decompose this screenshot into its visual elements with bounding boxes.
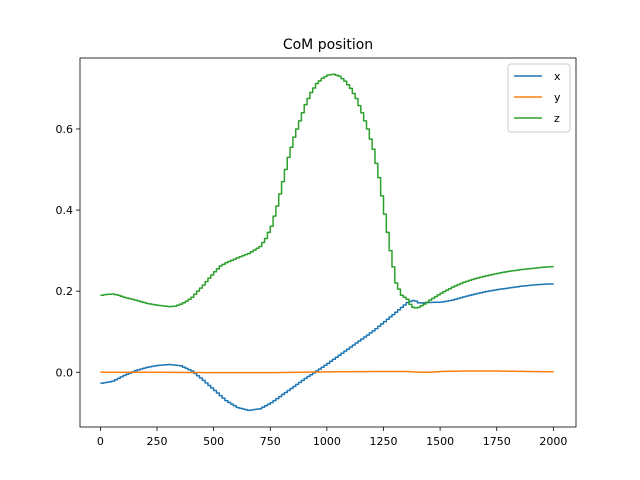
x-tick-label: 250	[147, 435, 168, 448]
chart-title: CoM position	[283, 37, 373, 53]
series-line-y	[100, 370, 555, 374]
y-tick-label: 0.6	[56, 123, 74, 136]
x-tick-label: 1250	[369, 435, 397, 448]
x-tick-label: 2000	[539, 435, 567, 448]
x-tick-label: 750	[260, 435, 281, 448]
x-tick-label: 1500	[426, 435, 454, 448]
legend-label-x: x	[554, 70, 561, 83]
series-line-x	[100, 283, 555, 412]
x-tick-label: 500	[203, 435, 224, 448]
y-tick-label: 0.0	[56, 366, 74, 379]
y-tick-label: 0.2	[56, 285, 74, 298]
plot-area	[100, 73, 555, 412]
axes: 0 250 500 750 1000 1250 1500 1750 2000 0.0 0.2 0.4 0…	[56, 57, 577, 448]
axes-frame	[79, 57, 577, 428]
legend-label-z: z	[554, 112, 560, 125]
y-tick-label: 0.4	[56, 204, 74, 217]
legend: xyz	[507, 63, 571, 133]
x-tick-label: 1750	[483, 435, 511, 448]
x-tick-label: 0	[97, 435, 104, 448]
series-line-z	[100, 73, 555, 309]
x-tick-label: 1000	[313, 435, 341, 448]
legend-box	[507, 63, 571, 133]
legend-label-y: y	[554, 91, 561, 104]
